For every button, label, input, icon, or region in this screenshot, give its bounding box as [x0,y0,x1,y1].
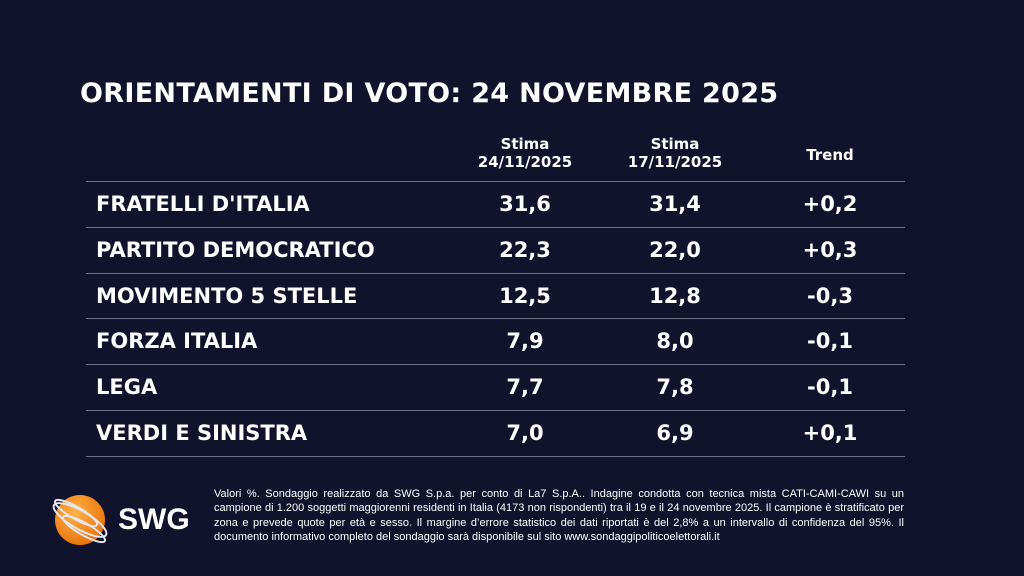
header-date: 17/11/2025 [627,153,723,171]
header-current-estimate: Stima 24/11/2025 [445,135,605,171]
trend-value: +0,3 [802,237,858,262]
swg-logo-text: SWG [118,503,190,536]
methodology-footnote: Valori %. Sondaggio realizzato da SWG S.… [214,488,904,544]
header-trend: Trend [806,146,854,164]
party-name: LEGA [96,375,158,400]
previous-estimate: 12,8 [649,283,701,308]
party-name: PARTITO DEMOCRATICO [96,237,375,262]
current-estimate: 31,6 [499,192,551,216]
party-name: MOVIMENTO 5 STELLE [96,283,358,308]
table-row: FORZA ITALIA 7,9 8,0 -0,1 [86,318,905,364]
table-row: PARTITO DEMOCRATICO 22,3 22,0 +0,3 [86,226,905,273]
header-previous-estimate: Stima 17/11/2025 [595,135,755,171]
header-label: Stima [500,135,550,153]
party-name: FRATELLI D'ITALIA [96,192,310,216]
trend-value: -0,1 [807,329,853,354]
table-row: LEGA 7,7 7,8 -0,1 [86,364,905,410]
table-row: FRATELLI D'ITALIA 31,6 31,4 +0,2 [86,181,905,227]
trend-value: -0,1 [807,375,853,400]
party-name: VERDI E SINISTRA [96,421,308,445]
page-title: ORIENTAMENTI DI VOTO: 24 NOVEMBRE 2025 [80,78,779,109]
table-row: VERDI E SINISTRA 7,0 6,9 +0,1 [86,410,905,457]
swg-globe-icon [52,495,108,545]
table-row: MOVIMENTO 5 STELLE 12,5 12,8 -0,3 [86,272,905,319]
current-estimate: 22,3 [499,237,551,262]
previous-estimate: 22,0 [649,237,701,262]
current-estimate: 7,0 [506,421,544,445]
current-estimate: 12,5 [499,283,551,308]
previous-estimate: 8,0 [656,329,694,354]
previous-estimate: 31,4 [649,192,701,216]
previous-estimate: 7,8 [656,375,694,400]
current-estimate: 7,7 [506,375,544,400]
trend-value: +0,1 [802,421,858,445]
trend-value: +0,2 [802,192,858,216]
header-label: Stima [650,135,700,153]
party-name: FORZA ITALIA [96,329,258,354]
trend-value: -0,3 [807,283,853,308]
header-date: 24/11/2025 [477,153,573,171]
current-estimate: 7,9 [506,329,544,354]
previous-estimate: 6,9 [656,421,694,445]
